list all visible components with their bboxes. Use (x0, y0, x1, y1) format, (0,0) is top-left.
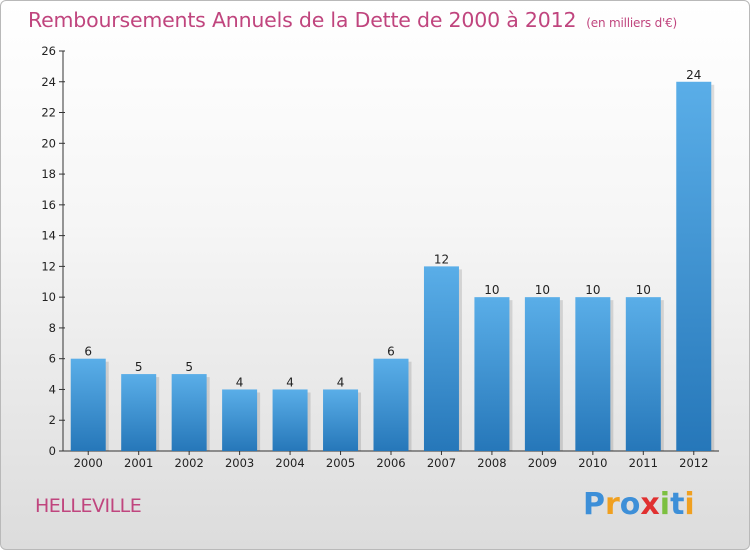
y-tick-label: 12 (41, 259, 56, 273)
bar-value-label: 10 (636, 283, 651, 297)
logo-letter: x (640, 487, 660, 522)
chart-title-text: Remboursements Annuels de la Dette de 20… (28, 8, 577, 32)
x-tick-label: 2005 (326, 456, 355, 470)
logo-letter: t (670, 487, 685, 522)
bar-2001 (121, 374, 157, 451)
x-tick-label: 2000 (74, 456, 103, 470)
bar-value-label: 6 (84, 345, 92, 359)
chart-title: Remboursements Annuels de la Dette de 20… (28, 8, 677, 32)
bars: 6 5 5 4 4 4 6 12 10 10 10 10 24 (70, 68, 715, 452)
bar-2000 (70, 358, 106, 451)
bar-2011 (625, 297, 661, 451)
y-tick-label: 10 (41, 290, 56, 304)
y-tick-label: 24 (41, 75, 56, 89)
x-tick-label: 2012 (679, 456, 708, 470)
bar-2010 (575, 297, 611, 451)
x-tick-label: 2011 (629, 456, 658, 470)
logo-letter: i (659, 487, 671, 522)
x-tick-label: 2004 (275, 456, 304, 470)
commune-name: HELLEVILLE (35, 495, 142, 517)
bar-value-label: 5 (185, 360, 193, 374)
bar-2003 (222, 389, 258, 451)
bar-2002 (171, 374, 207, 451)
logo-letter: r (605, 487, 620, 522)
y-tick-label: 4 (49, 382, 56, 396)
chart-subtitle: (en milliers d'€) (586, 16, 678, 30)
y-tick-label: 20 (41, 136, 56, 150)
x-tick-label: 2007 (427, 456, 456, 470)
y-tick-label: 6 (49, 352, 56, 366)
logo-letter: o (619, 487, 641, 522)
bar-2012 (676, 81, 712, 452)
y-tick-label: 22 (41, 106, 56, 120)
bar-value-label: 6 (387, 345, 395, 359)
bar-value-label: 4 (286, 375, 294, 389)
bar-value-label: 12 (434, 252, 449, 266)
bar-2004 (272, 389, 308, 451)
x-tick-label: 2008 (477, 456, 506, 470)
bar-2009 (524, 297, 560, 451)
bar-2005 (323, 389, 359, 451)
proxiti-logo: Proxiti (583, 487, 695, 522)
y-tick-label: 0 (49, 444, 56, 458)
bar-value-label: 10 (484, 283, 499, 297)
bar-value-label: 24 (686, 68, 701, 82)
bar-value-label: 10 (535, 283, 550, 297)
y-tick-label: 16 (41, 198, 56, 212)
bar-2007 (423, 266, 459, 451)
bar-value-label: 4 (236, 375, 244, 389)
x-tick-label: 2002 (175, 456, 204, 470)
y-tick-label: 2 (49, 413, 56, 427)
bar-value-label: 4 (337, 375, 345, 389)
x-tick-label: 2009 (528, 456, 557, 470)
x-tick-label: 2001 (124, 456, 153, 470)
bar-value-label: 10 (585, 283, 600, 297)
y-tick-label: 8 (49, 321, 56, 335)
logo-letter: i (684, 487, 695, 522)
bar-value-label: 5 (135, 360, 143, 374)
y-tick-label: 18 (41, 167, 56, 181)
y-tick-label: 26 (41, 44, 56, 58)
bar-2008 (474, 297, 510, 451)
x-tick-label: 2003 (225, 456, 254, 470)
logo-letter: P (583, 487, 605, 522)
bar-2006 (373, 358, 409, 451)
x-tick-label: 2010 (578, 456, 607, 470)
x-tick-label: 2006 (376, 456, 405, 470)
y-tick-label: 14 (41, 229, 56, 243)
